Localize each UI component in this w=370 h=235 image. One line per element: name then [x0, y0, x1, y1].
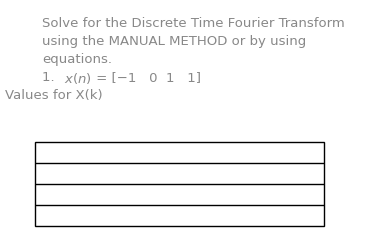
Text: Values for X(k): Values for X(k): [5, 89, 102, 102]
Text: Solve for the Discrete Time Fourier Transform: Solve for the Discrete Time Fourier Tran…: [42, 17, 345, 30]
Text: using the MANUAL METHOD or by using: using the MANUAL METHOD or by using: [42, 35, 306, 48]
Text: equations.: equations.: [42, 53, 112, 66]
Text: $x(n)$: $x(n)$: [64, 71, 92, 86]
Text: = [−1   0  1   1]: = [−1 0 1 1]: [92, 71, 201, 84]
Text: 1.: 1.: [42, 71, 63, 84]
